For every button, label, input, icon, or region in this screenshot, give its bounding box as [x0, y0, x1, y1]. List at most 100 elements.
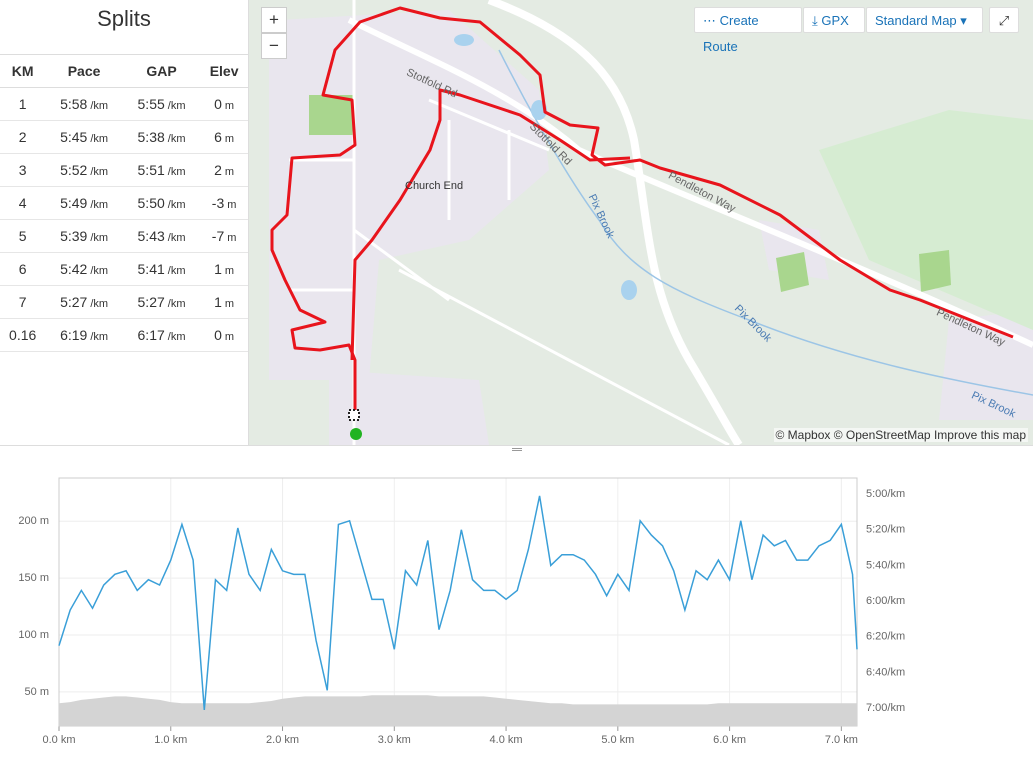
y-tick-label: 200 m: [18, 515, 49, 527]
cell: 5:27/km: [122, 285, 201, 319]
y-tick-label: 150 m: [18, 572, 49, 584]
attribution-item[interactable]: Improve this map: [933, 428, 1026, 442]
route: [270, 6, 1014, 420]
split-row: 2 5:45/km 5:38/km 6 m: [0, 120, 248, 154]
button-label: Standard Map: [875, 13, 957, 28]
cell-unit: /km: [167, 232, 186, 244]
cell-unit: /km: [90, 100, 109, 112]
cell-unit: /km: [167, 265, 186, 277]
cell-value: 5:49: [60, 195, 88, 211]
cell: 5:41/km: [122, 252, 201, 286]
cell-unit: m: [224, 265, 235, 277]
cell-value: 5:42: [60, 261, 88, 277]
cell-value: 5:55: [137, 96, 165, 112]
cell: 4: [0, 186, 46, 220]
cell-value: -7: [211, 228, 225, 244]
green-areas: [309, 95, 1033, 330]
cell: 2: [0, 120, 46, 154]
elevation-area: [59, 695, 857, 726]
cell: 6: [0, 252, 46, 286]
split-row: 0.16 6:19/km 6:17/km 0 m: [0, 318, 248, 352]
cell: 5:45/km: [45, 120, 123, 154]
cell-unit: /km: [90, 166, 109, 178]
cell-value: 5:45: [60, 129, 88, 145]
map-style-button[interactable]: Standard Map ▾: [866, 7, 983, 33]
cell-unit: /km: [167, 100, 186, 112]
cell-unit: m: [224, 298, 235, 310]
x-tick-label: 4.0 km: [490, 734, 523, 746]
cell-unit: m: [224, 166, 235, 178]
cell-value: 5:51: [137, 162, 165, 178]
cell-value: -3: [211, 195, 225, 211]
cell-unit: m: [224, 100, 235, 112]
y-tick-label: 50 m: [25, 686, 49, 698]
cell: -7 m: [200, 219, 248, 253]
splits-panel: Splits KM Pace GAP Elev 1 5:58/km 5:55/km 0 m 2 5:…: [0, 0, 249, 445]
gpx-button[interactable]: ⤓ GPX: [803, 7, 865, 33]
y2-tick-label: 5:00/km: [866, 488, 905, 500]
x-tick-label: 7.0 km: [825, 734, 858, 746]
column-header: GAP: [122, 55, 201, 88]
fullscreen-button[interactable]: ⤢: [989, 7, 1019, 33]
start-marker: [350, 428, 362, 440]
attribution: © Mapbox © OpenStreetMap Improve this ma…: [773, 428, 1028, 442]
split-row: 4 5:49/km 5:50/km -3 m: [0, 186, 248, 220]
y2-tick-label: 6:00/km: [866, 595, 905, 607]
y2-tick-label: 7:00/km: [866, 702, 905, 714]
split-row: 1 5:58/km 5:55/km 0 m: [0, 87, 248, 121]
cell-value: 5:39: [60, 228, 88, 244]
create-route-button[interactable]: ⋯ Create Route: [694, 7, 802, 54]
column-header: KM: [0, 55, 46, 88]
zoom-out[interactable]: −: [261, 33, 287, 59]
chart: 0.0 km 1.0 km 2.0 km 3.0 km 4.0 km 5.0 km 6.0 …: [18, 477, 905, 746]
cell: 5:42/km: [45, 252, 123, 286]
cell: 5:43/km: [122, 219, 201, 253]
cell-unit: /km: [167, 199, 186, 211]
cell: 5:39/km: [45, 219, 123, 253]
panel-divider[interactable]: [0, 445, 1033, 456]
route: [350, 88, 631, 361]
button-label: GPX: [821, 13, 849, 28]
cell-unit: /km: [90, 199, 109, 211]
split-row: 3 5:52/km 5:51/km 2 m: [0, 153, 248, 187]
cell-unit: /km: [90, 133, 109, 145]
cell: 3: [0, 153, 46, 187]
cell: 5:51/km: [122, 153, 201, 187]
cell: 5:49/km: [45, 186, 123, 220]
cell: 5:52/km: [45, 153, 123, 187]
cell-unit: /km: [167, 166, 186, 178]
attribution-item: © Mapbox: [775, 428, 831, 442]
cell-unit: /km: [90, 265, 109, 277]
pace-line: [58, 495, 858, 711]
y2-tick-label: 6:20/km: [866, 631, 905, 643]
plot-frame: [58, 477, 858, 727]
cell-unit: m: [227, 199, 237, 211]
cell: 5: [0, 219, 46, 253]
split-row: 5 5:39/km 5:43/km -7 m: [0, 219, 248, 253]
y2-tick-label: 5:40/km: [866, 559, 905, 571]
x-tick-label: 2.0 km: [266, 734, 299, 746]
x-tick-label: 1.0 km: [154, 734, 187, 746]
x-tick-label: 0.0 km: [42, 734, 75, 746]
cell-value: 5:27: [60, 294, 88, 310]
finish-flag: [348, 409, 360, 421]
y2-tick-label: 5:20/km: [866, 524, 905, 536]
zoom-in[interactable]: +: [261, 7, 287, 33]
cell-unit: m: [227, 232, 237, 244]
map[interactable]: Stotfold Rd Stotfold Rd Church End Pix B…: [249, 0, 1033, 445]
cell-value: 5:43: [137, 228, 165, 244]
split-row: 6 5:42/km 5:41/km 1 m: [0, 252, 248, 286]
cell: 5:58/km: [45, 87, 123, 121]
attribution-item[interactable]: © OpenStreetMap: [833, 428, 931, 442]
cell: 1: [0, 87, 46, 121]
cell: -3 m: [200, 186, 248, 220]
column-header: Pace: [45, 55, 123, 88]
splits-title: Splits: [0, 0, 248, 55]
place-label: Church End: [405, 180, 463, 192]
cell-value: 0: [214, 327, 222, 343]
